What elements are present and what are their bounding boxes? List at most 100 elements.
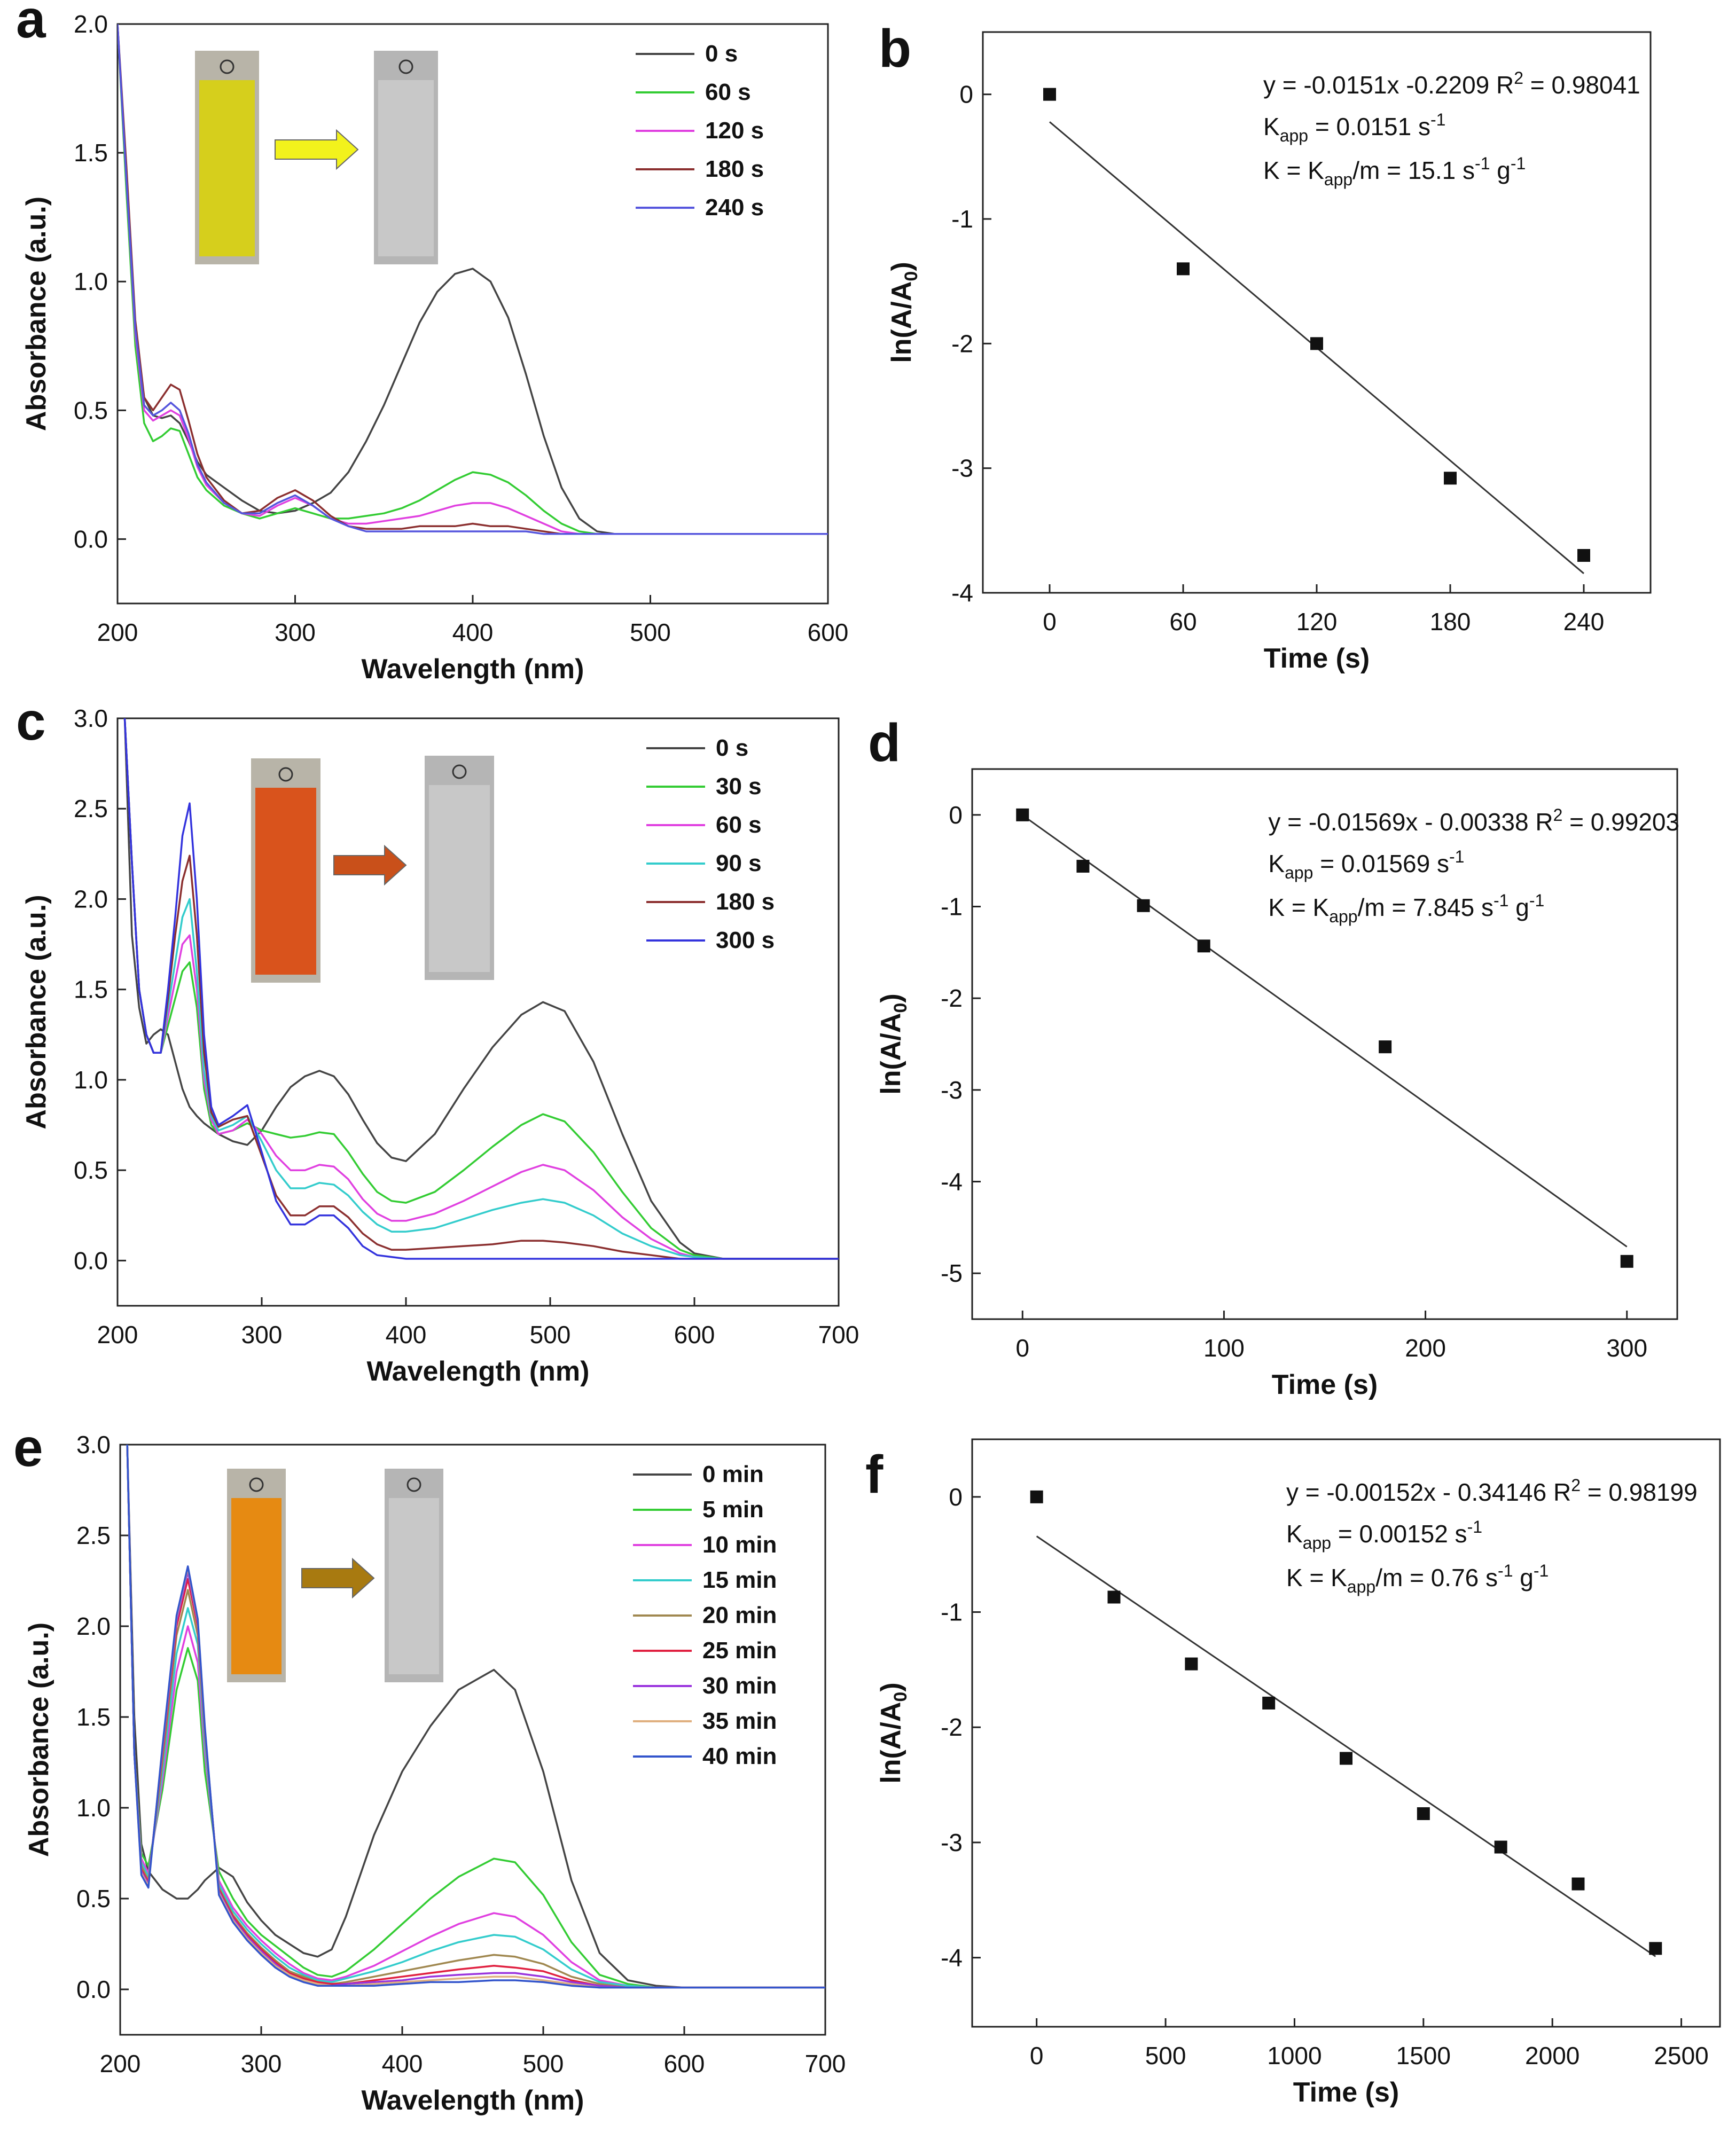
y-tick-label: -2 [941,984,963,1012]
k-value: /m = 0.76 s [1375,1564,1498,1591]
k-prefix: K = K [1263,156,1324,184]
legend-item: 0 s [646,735,748,761]
x-tick-label: 200 [100,2050,141,2077]
equation-line: y = -0.00152x - 0.34146 R2 = 0.98199 [1286,1476,1698,1506]
y-tick-label: -4 [941,1168,963,1196]
panel-a: a 200 300 400 500 600 0.0 0.5 1.0 1.5 2.0 Wavelengt… [16,0,848,685]
legend-item: 240 s [636,194,764,221]
legend: 0 s 30 s 60 s 90 s 180 s 300 s [646,735,775,953]
k-value: /m = 7.845 s [1358,893,1494,921]
data-point [1649,1942,1662,1955]
y-tick-label: 2.0 [76,1612,111,1640]
cuvette-after-logo [452,764,467,779]
kapp-subscript: app [1303,1533,1331,1553]
fit-equation: y = -0.00152x - 0.34146 R2 = 0.98199 Kapp… [1286,1476,1698,1596]
legend-label: 120 s [705,117,764,144]
plot-area [118,24,828,535]
k-unit-superscript: -1 [1494,891,1508,910]
y-tick-label: 0 [949,1483,963,1511]
kapp-line: Kapp = 0.01569 s-1 [1268,847,1464,882]
x-tick-label: 2000 [1525,2042,1580,2069]
y-axis: 0 -1 -2 -3 -4 [951,81,991,607]
x-tick-label: 120 [1296,608,1338,636]
legend-label: 0 s [705,41,738,67]
x-tick-label: 240 [1563,608,1605,636]
y-axis-title-subscript: 0 [890,1003,911,1013]
k-line: K = Kapp/m = 15.1 s-1 g-1 [1263,154,1526,189]
data-point [1417,1807,1430,1820]
data-point [1444,472,1457,485]
x-tick-label: 1000 [1267,2042,1322,2069]
y-axis-title-main: ln(A/A [875,1702,906,1784]
cuvette-before-logo [278,767,293,782]
x-axis-title: Wavelength (nm) [367,1356,590,1387]
legend-label: 180 s [716,889,775,915]
k-line: K = Kapp/m = 0.76 s-1 g-1 [1286,1561,1549,1596]
fit-line [1022,814,1628,1248]
x-tick-label: 300 [1606,1334,1647,1362]
y-tick-label: 1.0 [74,268,108,295]
kapp-value: = 0.00152 s [1331,1520,1467,1548]
y-axis: 0.0 0.5 1.0 1.5 2.0 2.5 3.0 [76,1431,129,2003]
data-point [1577,549,1590,562]
legend-label: 300 s [716,927,775,953]
k-unit-superscript-2: -1 [1511,154,1526,173]
panel-f: f 0 500 1000 1500 2000 2500 0 -1 -2 -3 -4 Time (s) ln… [865,1438,1721,2108]
legend-item: 0 s [636,41,738,67]
legend-label: 30 s [716,773,762,799]
cuvette-after-logo [406,1477,421,1492]
y-axis-title: Absorbance (a.u.) [24,1622,54,1857]
cuvette-before-logo [249,1477,264,1492]
legend-item: 20 min [633,1602,777,1628]
legend-item: 40 min [633,1743,777,1769]
series-line [123,718,839,1260]
k-prefix: K = K [1286,1564,1347,1591]
kapp-symbol: K [1263,113,1280,140]
k-unit-superscript: -1 [1475,154,1490,173]
y-axis-title-subscript: 0 [901,271,921,281]
fit-line [1036,1535,1656,1957]
cuvette-before-logo [220,59,234,74]
x-axis-title: Time (s) [1264,643,1370,674]
series-line [118,24,828,535]
plot-frame [119,1444,826,2036]
legend-label: 60 s [705,79,751,105]
y-axis-title: ln(A/A0) [886,262,921,363]
r2-value: = 0.98041 [1523,71,1640,99]
cuvette-after-solution [389,1498,439,1674]
plot-area [1030,1490,1662,1957]
panel-c: c 200 300 400 500 600 700 0.0 0.5 1.0 1.5 2.0 2.5 3.0… [16,692,859,1387]
kapp-line: Kapp = 0.0151 s-1 [1263,110,1445,145]
cuvette-after-solution [429,785,490,972]
legend-label: 30 min [702,1673,777,1699]
x-tick-label: 600 [808,618,849,646]
y-tick-label: 0.5 [74,1156,108,1184]
y-tick-label: 3.0 [76,1431,111,1459]
y-tick-label: -3 [941,1829,963,1856]
plot-area [123,718,839,1260]
x-axis: 200 300 400 500 600 700 [97,1297,859,1349]
kapp-unit-superscript: -1 [1449,847,1464,866]
data-point [1185,1657,1198,1671]
data-point [1016,808,1029,821]
x-tick-label: 0 [1015,1334,1029,1362]
legend-item: 30 min [633,1673,777,1699]
kapp-line: Kapp = 0.00152 s-1 [1286,1517,1482,1553]
cuvette-before-photo [227,1469,286,1682]
y-tick-label: 1.5 [76,1703,111,1731]
data-point [1620,1255,1633,1268]
x-tick-label: 200 [1405,1334,1446,1362]
x-tick-label: 500 [1145,2042,1186,2069]
k-unit-superscript-2: -1 [1529,891,1544,910]
plot-frame [116,717,840,1307]
x-tick-label: 200 [97,618,138,646]
plot-frame [971,1438,1721,2028]
x-axis: 0 60 120 180 240 [1043,584,1604,636]
legend-item: 120 s [636,117,764,144]
r2-superscript: 2 [1553,805,1563,825]
y-tick-label: 1.5 [74,976,108,1003]
x-axis: 0 500 1000 1500 2000 2500 [1030,2018,1709,2069]
legend-label: 35 min [702,1708,777,1734]
